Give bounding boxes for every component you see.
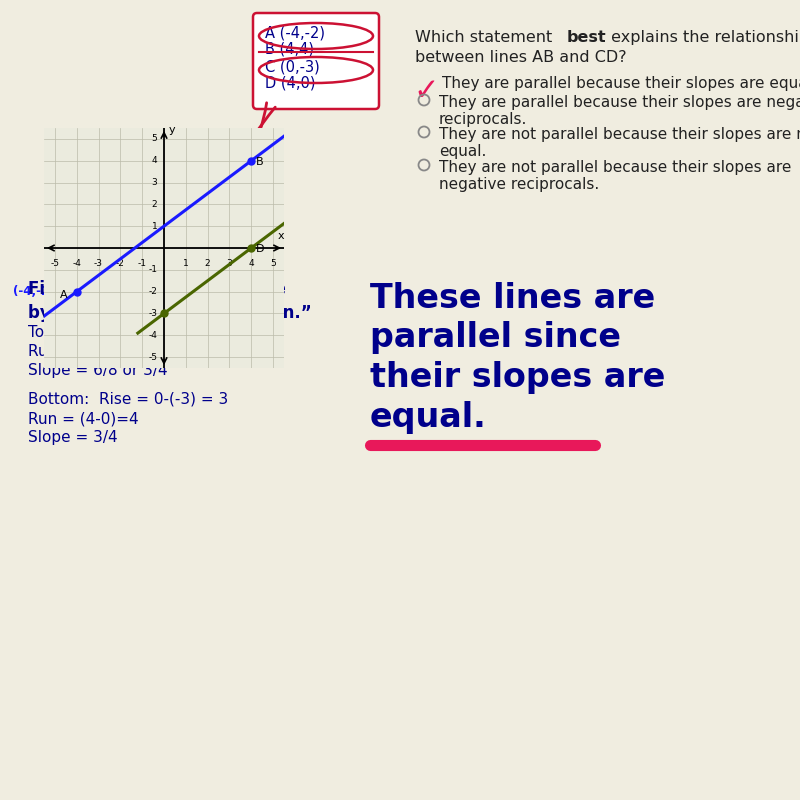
Text: 2: 2 [152, 200, 158, 209]
Text: They are parallel because their slopes are equal.: They are parallel because their slopes a… [442, 76, 800, 91]
Text: B: B [256, 157, 264, 167]
Text: Slope = 3/4: Slope = 3/4 [28, 430, 118, 445]
Text: D (4,0): D (4,0) [265, 76, 315, 91]
Text: -1: -1 [138, 259, 146, 268]
Text: x: x [278, 231, 284, 242]
Text: 3: 3 [226, 259, 232, 268]
Text: 5: 5 [152, 134, 158, 143]
Text: Run = (4-0)=4: Run = (4-0)=4 [28, 411, 138, 426]
Text: 2: 2 [205, 259, 210, 268]
Text: between lines AB and CD?: between lines AB and CD? [415, 50, 626, 65]
Text: Slope = 6/8 or 3/4: Slope = 6/8 or 3/4 [28, 363, 168, 378]
Text: equal.: equal. [439, 144, 486, 159]
Text: A: A [60, 290, 67, 300]
Text: -3: -3 [149, 309, 158, 318]
Text: -5: -5 [50, 259, 59, 268]
Text: They are not parallel because their slopes are: They are not parallel because their slop… [439, 160, 791, 175]
Text: -2: -2 [116, 259, 125, 268]
Text: (4,4): (4,4) [207, 140, 239, 153]
Text: They are parallel because their slopes are negative: They are parallel because their slopes a… [439, 95, 800, 110]
Text: y: y [168, 125, 175, 134]
Text: 4: 4 [152, 156, 158, 166]
Text: Bottom:  Rise = 0-(-3) = 3: Bottom: Rise = 0-(-3) = 3 [28, 392, 228, 407]
Text: (0,-3): (0,-3) [199, 309, 235, 322]
Text: reciprocals.: reciprocals. [439, 112, 527, 127]
Text: Top:  Rise = 4-(-2) = 6: Top: Rise = 4-(-2) = 6 [28, 325, 198, 340]
Text: 5: 5 [270, 259, 276, 268]
Text: 1: 1 [183, 259, 189, 268]
Text: ✓: ✓ [413, 77, 438, 106]
Text: -4: -4 [72, 259, 81, 268]
Text: (-4,-2): (-4,-2) [14, 285, 54, 298]
Text: 1: 1 [152, 222, 158, 230]
Text: D: D [256, 244, 264, 254]
Text: 3: 3 [152, 178, 158, 187]
Text: Run = (4-(-4)=8: Run = (4-(-4)=8 [28, 344, 150, 359]
FancyBboxPatch shape [253, 13, 379, 109]
Text: negative reciprocals.: negative reciprocals. [439, 177, 599, 192]
Text: explains the relationship: explains the relationship [606, 30, 800, 45]
Text: -5: -5 [149, 353, 158, 362]
Text: A (-4,-2): A (-4,-2) [265, 25, 325, 40]
Text: Find the slopes of each line
by calculating the “Rise/Run.”: Find the slopes of each line by calculat… [28, 280, 312, 322]
Text: -3: -3 [94, 259, 103, 268]
Text: C (0,-3): C (0,-3) [265, 59, 320, 74]
Text: (4,0): (4,0) [215, 227, 247, 240]
Text: -2: -2 [149, 287, 158, 296]
Text: They are not parallel because their slopes are not: They are not parallel because their slop… [439, 127, 800, 142]
Text: Which statement: Which statement [415, 30, 558, 45]
Text: -1: -1 [149, 266, 158, 274]
Text: 4: 4 [249, 259, 254, 268]
Text: -4: -4 [149, 330, 158, 340]
Text: B (4,4): B (4,4) [265, 42, 314, 57]
Text: best: best [567, 30, 606, 45]
Text: These lines are
parallel since
their slopes are
equal.: These lines are parallel since their slo… [370, 282, 666, 434]
